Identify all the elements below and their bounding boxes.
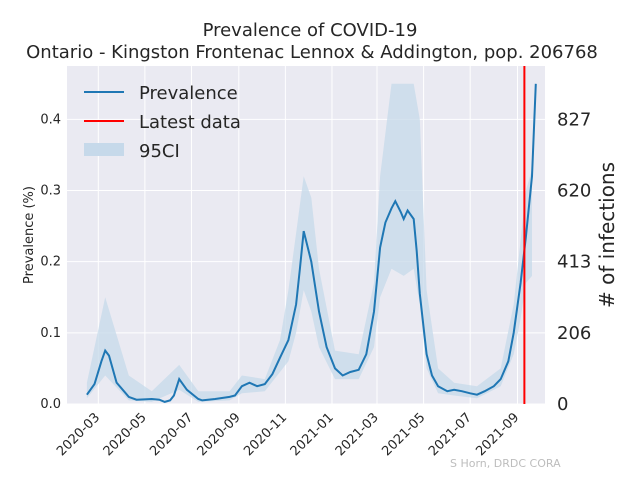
x-tick-label: 2021-09 xyxy=(473,410,522,459)
y-tick-label: 0.1 xyxy=(40,326,61,341)
x-tick-label: 2020-07 xyxy=(147,410,196,459)
ci-band xyxy=(86,83,533,402)
x-tick-label: 2020-09 xyxy=(195,410,244,459)
y-right-tick-label: 620 xyxy=(557,181,591,202)
x-tick-label: 2021-03 xyxy=(333,410,382,459)
y-tick-label: 0.3 xyxy=(40,184,61,199)
x-tick-label: 2021-01 xyxy=(288,410,337,459)
chart-title: Prevalence of COVID-19 xyxy=(203,20,418,41)
x-tick-label: 2020-11 xyxy=(241,410,290,459)
legend-95ci-swatch xyxy=(84,143,124,156)
y-axis-left-ticks: 0.0 0.1 0.2 0.3 0.4 xyxy=(40,112,61,412)
legend-prevalence-label: Prevalence xyxy=(139,83,238,104)
chart-subtitle: Ontario - Kingston Frontenac Lennox & Ad… xyxy=(26,42,598,63)
y-tick-label: 0.0 xyxy=(40,397,61,412)
legend-95ci-label: 95CI xyxy=(139,141,180,162)
x-tick-label: 2020-05 xyxy=(101,410,150,459)
x-axis-ticks: 2020-032020-052020-072020-092020-112021-… xyxy=(54,410,522,459)
x-tick-label: 2020-03 xyxy=(54,410,103,459)
legend-latest-data-label: Latest data xyxy=(139,112,241,133)
y-axis-label: Prevalence (%) xyxy=(22,186,37,284)
y-axis-right-label: # of infections xyxy=(595,162,619,308)
y-right-tick-label: 827 xyxy=(557,109,591,130)
x-tick-label: 2021-07 xyxy=(426,410,475,459)
legend: Prevalence Latest data 95CI xyxy=(84,83,241,162)
y-tick-label: 0.2 xyxy=(40,255,61,270)
y-axis-right-ticks: 0 206 413 620 827 xyxy=(557,109,591,415)
y-right-tick-label: 0 xyxy=(557,394,568,415)
x-tick-label: 2021-05 xyxy=(379,410,428,459)
y-right-tick-label: 206 xyxy=(557,323,591,344)
y-tick-label: 0.4 xyxy=(40,112,61,127)
credit-text: S Horn, DRDC CORA xyxy=(450,457,561,470)
prevalence-line xyxy=(86,83,537,403)
y-right-tick-label: 413 xyxy=(557,252,591,273)
